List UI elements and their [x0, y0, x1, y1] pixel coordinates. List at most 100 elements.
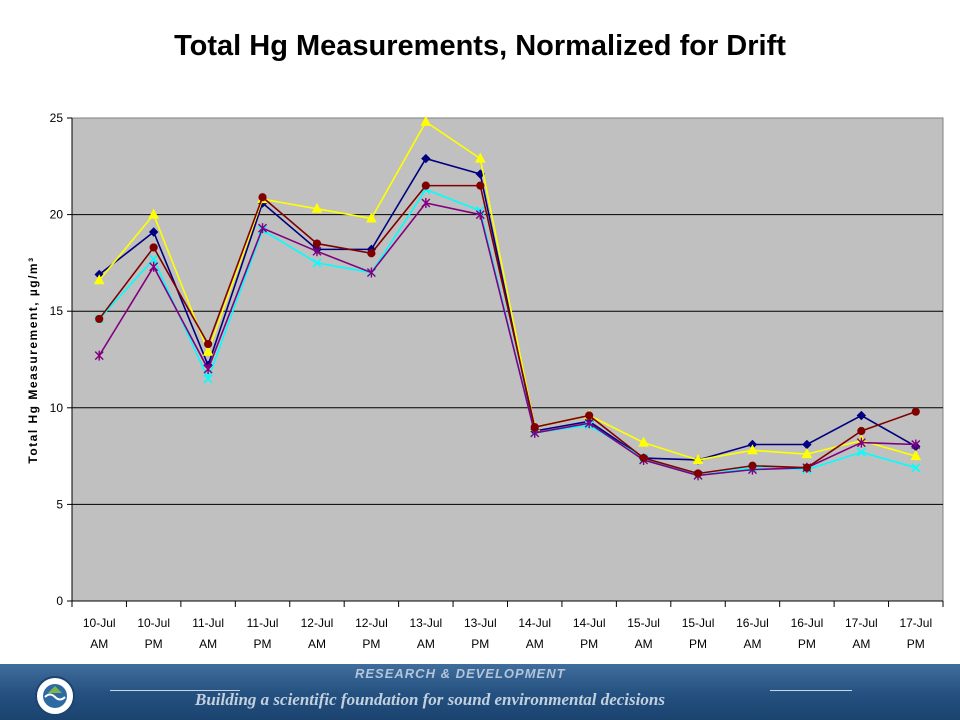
x-tick-label: PM [580, 637, 598, 651]
y-tick-label: 25 [50, 111, 64, 125]
data-point [911, 463, 921, 473]
data-point [476, 181, 485, 190]
data-point [95, 314, 104, 324]
data-point [856, 410, 867, 421]
data-point [584, 418, 594, 429]
x-tick-label: PM [798, 637, 816, 651]
data-point [857, 426, 866, 436]
footer-rule-right [770, 690, 852, 691]
data-point [203, 364, 213, 375]
data-point [692, 453, 704, 464]
x-tick-label: PM [145, 637, 163, 651]
x-tick-label: 17-Jul [899, 616, 932, 630]
data-point [801, 448, 813, 459]
series-o2-corrected-oh [95, 181, 920, 478]
series-line [98, 120, 916, 461]
x-tick-label: 13-Jul [410, 616, 443, 630]
data-point [911, 439, 921, 450]
x-tick-label: AM [852, 637, 870, 651]
data-point [366, 267, 376, 278]
x-tick-label: AM [635, 637, 653, 651]
footer-slogan: Building a scientific foundation for sou… [195, 690, 665, 709]
data-point [693, 469, 703, 478]
data-point [203, 339, 213, 349]
x-tick-label: 13-Jul [464, 616, 497, 630]
x-tick-label: AM [199, 637, 217, 651]
x-tick-label: 14-Jul [573, 616, 606, 630]
x-tick-label: 17-Jul [845, 616, 878, 630]
x-tick-label: PM [689, 637, 707, 651]
y-tick-label: 15 [50, 304, 64, 318]
data-point [421, 153, 431, 164]
x-tick-label: PM [362, 637, 380, 651]
x-tick-label: AM [743, 637, 761, 651]
data-point [747, 444, 758, 455]
x-tick-label: 11-Jul [192, 616, 224, 630]
data-point [148, 208, 159, 219]
footer-heading: RESEARCH & DEVELOPMENT [355, 666, 566, 681]
data-point [203, 374, 213, 384]
data-point [639, 453, 648, 463]
series-lines [93, 115, 922, 481]
x-tick-label: AM [526, 637, 544, 651]
y-axis-title: Total Hg Measurement, µg/m³ [26, 256, 40, 463]
footer-banner [0, 664, 960, 720]
data-point [148, 227, 159, 237]
x-tick-label: AM [417, 637, 435, 651]
data-point [149, 254, 159, 264]
data-point [149, 261, 159, 272]
data-point [475, 209, 485, 220]
gridlines [72, 214, 943, 505]
x-axis: 10-Jul AM 10-Jul PM 11-Jul AM 11-Jul PM 12-Jul AM… [71, 600, 944, 651]
data-point [856, 447, 866, 457]
x-tick-label: PM [471, 637, 489, 651]
y-tick-label: 10 [50, 401, 64, 415]
y-axis: 0 5 10 15 20 25 [50, 111, 73, 608]
data-point [530, 423, 539, 432]
x-tick-label: PM [907, 637, 925, 651]
x-tick-label: 11-Jul [247, 616, 279, 630]
x-tick-label: 15-Jul [627, 616, 660, 630]
data-point [93, 274, 105, 285]
series-line [98, 202, 916, 477]
data-point [312, 246, 322, 257]
series-line [98, 157, 917, 461]
chart-title: Total Hg Measurements, Normalized for Dr… [174, 30, 786, 62]
x-tick-label: AM [308, 637, 326, 651]
x-tick-label: AM [90, 637, 108, 651]
data-point [911, 407, 920, 416]
plot-area [71, 117, 944, 602]
data-point [149, 243, 158, 252]
footer-rule-left [110, 690, 240, 691]
x-tick-label: 16-Jul [736, 616, 769, 630]
data-point [474, 152, 486, 163]
epa-seal-logo [35, 676, 75, 716]
data-point [367, 249, 376, 258]
x-tick-label: 10-Jul [83, 616, 116, 630]
data-point [421, 181, 430, 190]
y-tick-label: 20 [50, 208, 64, 222]
data-point [421, 198, 431, 209]
data-point [910, 450, 922, 461]
x-tick-label: 16-Jul [791, 616, 824, 630]
data-point [802, 463, 812, 472]
data-point [748, 461, 757, 470]
x-tick-label: PM [254, 637, 272, 651]
data-point [312, 239, 322, 248]
x-tick-label: 14-Jul [518, 616, 551, 630]
data-point [856, 437, 866, 448]
series-line [98, 184, 917, 475]
data-point [202, 345, 214, 356]
x-tick-label: 12-Jul [355, 616, 388, 630]
x-tick-label: 15-Jul [682, 616, 715, 630]
y-tick-label: 5 [56, 497, 63, 511]
x-tick-label: 12-Jul [301, 616, 334, 630]
x-tick-label: 10-Jul [137, 616, 170, 630]
data-point [420, 115, 432, 126]
data-point [258, 223, 268, 234]
y-tick-label: 0 [56, 594, 63, 608]
data-point [585, 411, 594, 420]
data-point [366, 212, 377, 223]
data-point [94, 350, 104, 361]
